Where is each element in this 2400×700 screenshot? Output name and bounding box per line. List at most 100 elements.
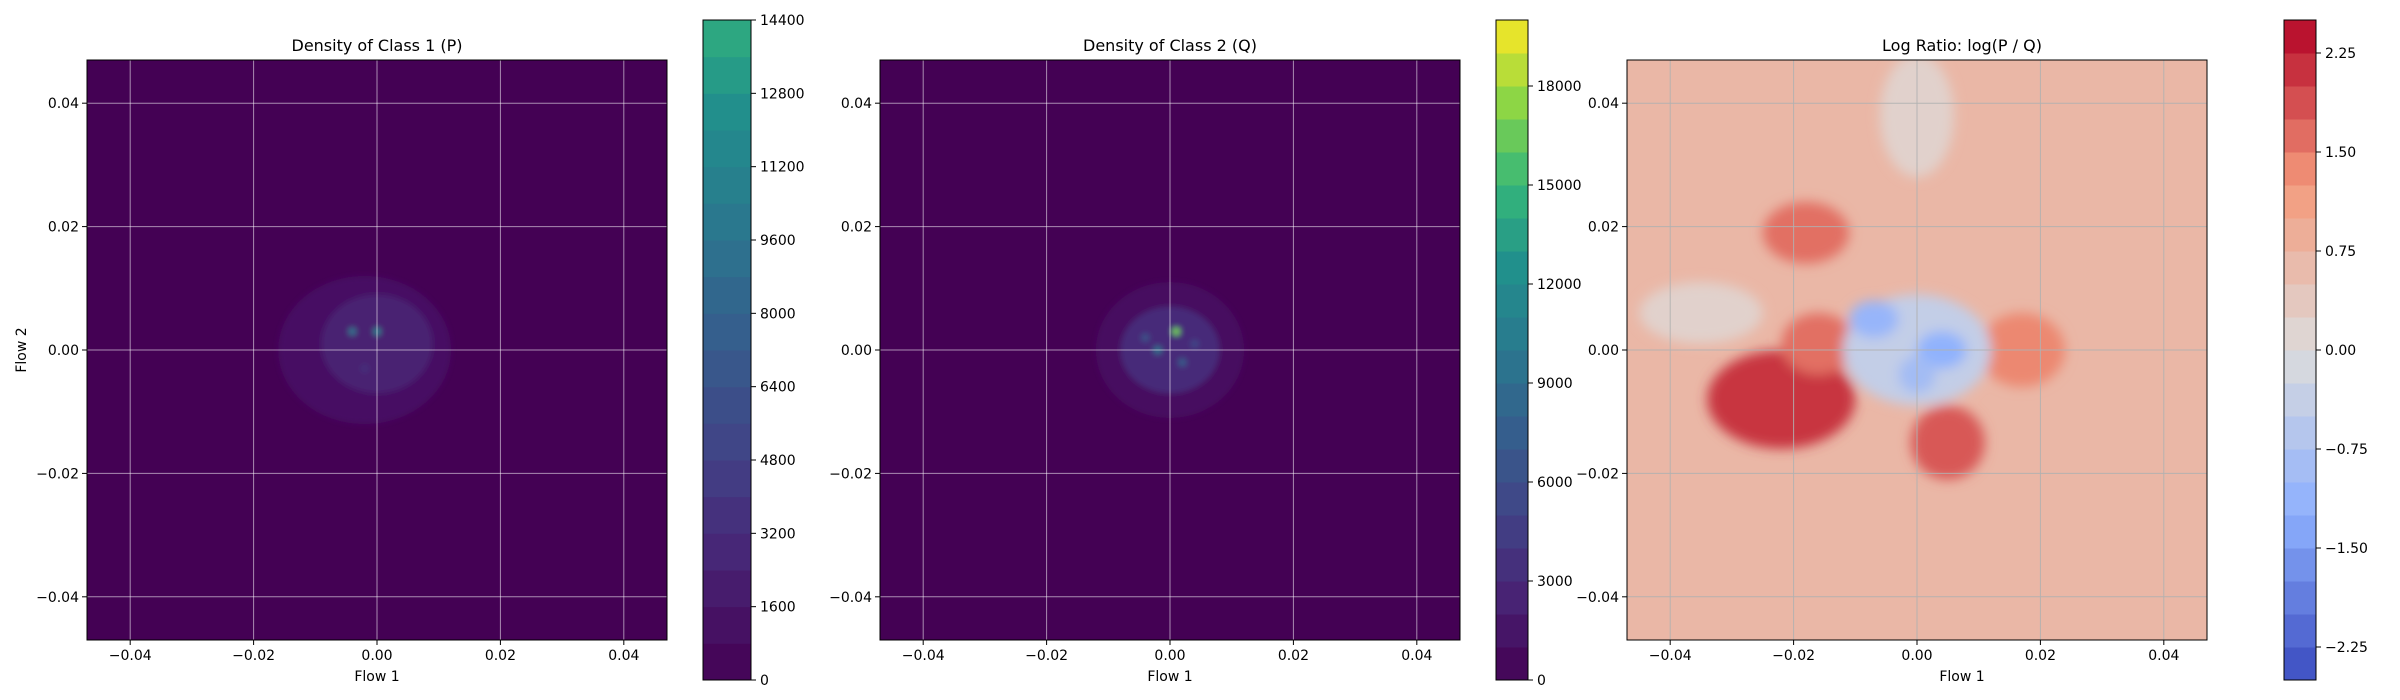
x-tick-label: −0.02 — [1772, 648, 1815, 664]
colorbar-segment — [1496, 218, 1528, 252]
panel-2-title: Density of Class 2 (Q) — [1083, 36, 1257, 55]
colorbar-segment — [2284, 20, 2316, 54]
colorbar-tick-label: 8000 — [760, 306, 796, 322]
ratio-region — [1910, 405, 1985, 480]
y-tick-label: 0.04 — [48, 96, 79, 112]
colorbar-segment — [703, 386, 751, 424]
colorbar-segment — [1496, 383, 1528, 417]
panel-3-x-axis: −0.04 −0.02 0.00 0.02 0.04 — [1649, 640, 2179, 664]
colorbar-segment — [1496, 317, 1528, 351]
colorbar-frame — [1495, 19, 1529, 681]
colorbar-tick-label: 0.75 — [2325, 244, 2356, 260]
x-tick-label: −0.04 — [1649, 648, 1692, 664]
x-tick-label: −0.02 — [1025, 648, 1068, 664]
colorbar-tick-label: 3200 — [760, 526, 796, 542]
x-tick-label: 0.00 — [361, 648, 392, 664]
colorbar-tick-label: 11200 — [760, 160, 805, 176]
y-tick-label: −0.04 — [829, 590, 872, 606]
panel-3-y-axis: −0.04 −0.02 0.00 0.02 0.04 — [1576, 96, 1627, 606]
colorbar-tick-label: 12000 — [1537, 277, 1582, 293]
density-peak — [1178, 358, 1187, 367]
colorbar-tick-label: 12800 — [760, 86, 805, 102]
colorbar-segment — [703, 570, 751, 608]
ratio-region — [1781, 312, 1856, 375]
x-tick-label: −0.04 — [902, 648, 945, 664]
colorbar-segment — [2284, 482, 2316, 516]
density-peak — [1172, 327, 1181, 336]
colorbar-tick-label: 6000 — [1537, 475, 1573, 491]
colorbar-tick-label: −0.75 — [2325, 442, 2368, 458]
colorbar-segment — [703, 130, 751, 168]
colorbar-tick-label: 6400 — [760, 380, 796, 396]
colorbar-segment — [703, 350, 751, 388]
panel-1: Density of Class 1 (P) −0.04 −0.02 0.00 0.0… — [14, 13, 805, 689]
colorbar-segment — [703, 496, 751, 534]
colorbar-segment — [1496, 185, 1528, 219]
panel-3: Log Ratio: log(P / Q) −0.04 −0.02 0.00 0.02… — [1576, 19, 2368, 685]
density-peak — [348, 327, 357, 336]
panel-1-title: Density of Class 1 (P) — [292, 36, 463, 55]
y-tick-label: 0.00 — [48, 343, 79, 359]
panel-3-x-label: Flow 1 — [1939, 669, 1984, 685]
colorbar-segment — [703, 606, 751, 644]
y-tick-label: 0.02 — [1588, 220, 1619, 236]
x-tick-label: 0.00 — [1154, 648, 1185, 664]
x-tick-label: 0.04 — [2148, 648, 2179, 664]
x-tick-label: 0.02 — [485, 648, 516, 664]
colorbar-frame — [702, 19, 752, 681]
ratio-region — [1762, 201, 1850, 264]
x-tick-label: 0.04 — [1401, 648, 1432, 664]
colorbar-segment — [1496, 86, 1528, 120]
panel-3-grid — [1627, 60, 2207, 640]
colorbar-tick-label: 1600 — [760, 600, 796, 616]
colorbar-segment — [2284, 548, 2316, 582]
colorbar-segment — [1496, 449, 1528, 483]
y-tick-label: −0.04 — [36, 590, 79, 606]
colorbar-segment — [1496, 548, 1528, 582]
y-tick-label: −0.02 — [829, 466, 872, 482]
colorbar-segment — [1496, 284, 1528, 318]
colorbar-tick-label: −1.50 — [2325, 541, 2368, 557]
colorbar-tick-label: 9600 — [760, 233, 796, 249]
colorbar-segment — [2284, 251, 2316, 285]
colorbar-segment — [2284, 185, 2316, 219]
x-tick-label: −0.04 — [109, 648, 152, 664]
ratio-region — [1707, 350, 1856, 449]
y-tick-label: −0.04 — [1576, 590, 1619, 606]
colorbar-segment — [2284, 86, 2316, 120]
colorbar-segment — [1496, 152, 1528, 186]
panel-3-title: Log Ratio: log(P / Q) — [1882, 36, 2042, 55]
colorbar-tick-label: 0 — [1537, 673, 1546, 689]
colorbar-segment — [703, 423, 751, 461]
panel-3-colorbar: −2.25 −1.50 −0.75 0.00 0.75 1.50 2.25 — [2283, 19, 2368, 681]
colorbar-tick-label: −2.25 — [2325, 640, 2368, 656]
y-tick-label: 0.02 — [841, 220, 872, 236]
colorbar-segment — [2284, 317, 2316, 351]
colorbar-segment — [2284, 647, 2316, 681]
density-peak — [1141, 333, 1150, 342]
colorbar-segment — [703, 240, 751, 278]
panel-1-y-axis: −0.04 −0.02 0.00 0.02 0.04 — [36, 96, 87, 606]
colorbar-segment — [703, 166, 751, 204]
colorbar-segment — [1496, 251, 1528, 285]
colorbar-segment — [703, 20, 751, 58]
colorbar-tick-label: 3000 — [1537, 574, 1573, 590]
panel-2-grid — [880, 60, 1460, 640]
density-peak — [1190, 339, 1199, 348]
panel-2-x-label: Flow 1 — [1147, 669, 1192, 685]
colorbar-segment — [2284, 515, 2316, 549]
colorbar-segment — [703, 276, 751, 314]
colorbar-segment — [703, 56, 751, 94]
x-tick-label: −0.02 — [232, 648, 275, 664]
y-tick-label: 0.04 — [1588, 96, 1619, 112]
colorbar-segment — [1496, 119, 1528, 153]
y-tick-label: 0.04 — [841, 96, 872, 112]
colorbar-segment — [703, 93, 751, 131]
y-tick-label: 0.00 — [1588, 343, 1619, 359]
colorbar-tick-label: 1.50 — [2325, 145, 2356, 161]
colorbar-segment — [1496, 614, 1528, 648]
colorbar-segment — [703, 203, 751, 241]
colorbar-segment — [2284, 581, 2316, 615]
colorbar-segment — [2284, 416, 2316, 450]
